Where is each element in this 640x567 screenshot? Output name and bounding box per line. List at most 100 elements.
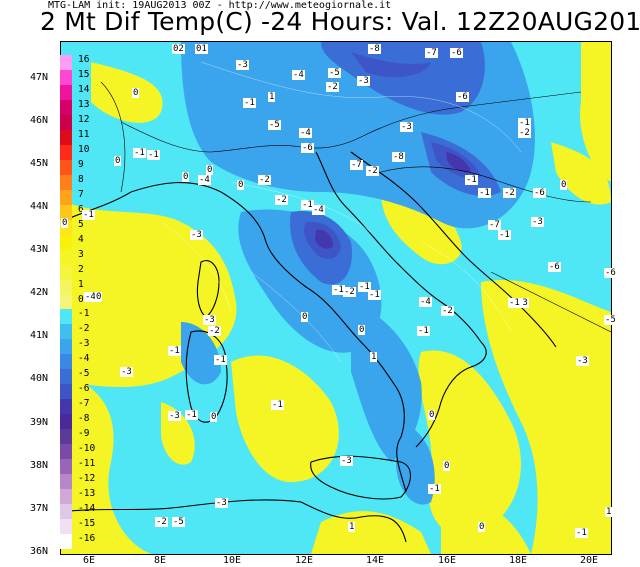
grid-value: -5 bbox=[172, 517, 185, 527]
lat-label: 38N bbox=[30, 460, 49, 471]
grid-value: -7 bbox=[350, 160, 363, 170]
grid-value: -1 bbox=[82, 210, 95, 220]
grid-value: -2 bbox=[441, 306, 454, 316]
grid-value: -4 bbox=[292, 70, 305, 80]
lon-label: 16E bbox=[438, 555, 457, 566]
grid-value: -2 bbox=[518, 128, 531, 138]
colorbar-segment bbox=[60, 429, 72, 445]
lon-label: 8E bbox=[154, 555, 167, 566]
lat-label: 41N bbox=[30, 330, 49, 341]
colorbar-label: 10 bbox=[78, 143, 90, 155]
colorbar-segment bbox=[60, 504, 72, 520]
colorbar-segment bbox=[60, 384, 72, 400]
colorbar-label: 16 bbox=[78, 54, 90, 65]
grid-value: 0 bbox=[132, 88, 140, 98]
grid-value: -4 bbox=[419, 297, 432, 307]
colorbar-segment bbox=[60, 339, 72, 355]
strongest-negative-areas bbox=[315, 152, 471, 249]
grid-value: 1 bbox=[370, 352, 378, 362]
colorbar-segment bbox=[60, 69, 72, 85]
grid-value: -1 bbox=[368, 290, 381, 300]
colorbar-label: 14 bbox=[78, 83, 90, 95]
grid-value: -8 bbox=[392, 152, 405, 162]
colorbar-segment bbox=[60, 264, 72, 280]
lat-label: 47N bbox=[30, 72, 49, 83]
colorbar-segment bbox=[60, 354, 72, 370]
grid-value: 0 bbox=[206, 165, 214, 175]
colorbar-label: 11 bbox=[78, 128, 90, 140]
colorbar-label: 2 bbox=[78, 263, 84, 275]
grid-value: -4 bbox=[84, 292, 97, 302]
grid-value: -3 bbox=[357, 76, 370, 86]
grid-value: 0 bbox=[428, 410, 436, 420]
grid-value: -6 bbox=[548, 262, 561, 272]
grid-value: -1 bbox=[358, 282, 371, 292]
colorbar-label: -5 bbox=[78, 368, 90, 380]
grid-value: -6 bbox=[450, 48, 463, 58]
colorbar-label: -13 bbox=[78, 488, 96, 500]
colorbar-segment bbox=[60, 459, 72, 475]
lat-label: 39N bbox=[30, 417, 49, 428]
lat-label: 40N bbox=[30, 373, 49, 384]
grid-value: 0 bbox=[195, 44, 203, 54]
grid-value: -7 bbox=[425, 48, 438, 58]
grid-value: -6 bbox=[604, 268, 617, 278]
lat-label: 42N bbox=[30, 287, 49, 298]
model-info-line: MTG-LAM init: 19AUG2013 00Z - http://www… bbox=[48, 0, 392, 11]
grid-value: -1 bbox=[428, 484, 441, 494]
colorbar-label: 4 bbox=[78, 233, 84, 245]
grid-value: -1 bbox=[243, 98, 256, 108]
colorbar-segment bbox=[60, 489, 72, 505]
lon-label: 14E bbox=[366, 555, 385, 566]
grid-value: -1 bbox=[508, 298, 521, 308]
grid-value: -2 bbox=[275, 195, 288, 205]
colorbar-label: -15 bbox=[78, 518, 96, 530]
grid-value: -4 bbox=[198, 175, 211, 185]
colorbar-segment bbox=[60, 294, 72, 310]
grid-value: -1 bbox=[185, 410, 198, 420]
colorbar-segment bbox=[60, 129, 72, 145]
colorbar-segment bbox=[60, 99, 72, 115]
grid-value: 0 bbox=[210, 412, 218, 422]
colorbar-label: -12 bbox=[78, 473, 96, 485]
grid-value: -2 bbox=[208, 326, 221, 336]
grid-value: -1 bbox=[417, 326, 430, 336]
grid-value: -1 bbox=[518, 118, 531, 128]
grid-value: -2 bbox=[326, 82, 339, 92]
grid-value: 0 bbox=[172, 44, 180, 54]
lat-label: 44N bbox=[30, 201, 49, 212]
colorbar-segment bbox=[60, 204, 72, 220]
grid-value: -1 bbox=[271, 400, 284, 410]
colorbar-segment bbox=[60, 189, 72, 205]
grid-value: 0 bbox=[114, 156, 122, 166]
colorbar-label: 13 bbox=[78, 98, 90, 110]
grid-value: -1 bbox=[498, 230, 511, 240]
colorbar-label: 7 bbox=[78, 188, 84, 200]
grid-value: 0 bbox=[61, 218, 69, 228]
colorbar-segment bbox=[60, 249, 72, 265]
grid-value: -3 bbox=[215, 498, 228, 508]
grid-value: 1 bbox=[348, 522, 356, 532]
colorbar-segment bbox=[60, 414, 72, 430]
colorbar-segment bbox=[60, 399, 72, 415]
map-canvas bbox=[61, 42, 611, 554]
grid-value: 0 bbox=[95, 292, 103, 302]
colorbar-segment bbox=[60, 474, 72, 490]
grid-value: -1 bbox=[332, 285, 345, 295]
grid-value: -5 bbox=[328, 68, 341, 78]
grid-value: -2 bbox=[503, 188, 516, 198]
colorbar-label: -6 bbox=[78, 383, 90, 395]
colorbar-segment bbox=[60, 114, 72, 130]
grid-value: -3 bbox=[120, 367, 133, 377]
grid-value: -1 bbox=[301, 200, 314, 210]
colorbar-label: 8 bbox=[78, 173, 84, 185]
grid-value: -1 bbox=[133, 148, 146, 158]
grid-value: -6 bbox=[533, 188, 546, 198]
grid-value: -6 bbox=[456, 92, 469, 102]
lon-label: 6E bbox=[83, 555, 96, 566]
lon-label: 10E bbox=[223, 555, 242, 566]
colorbar-label: 9 bbox=[78, 158, 84, 170]
colorbar-label: 15 bbox=[78, 68, 90, 80]
grid-value: -1 bbox=[478, 188, 491, 198]
colorbar-segment bbox=[60, 159, 72, 175]
